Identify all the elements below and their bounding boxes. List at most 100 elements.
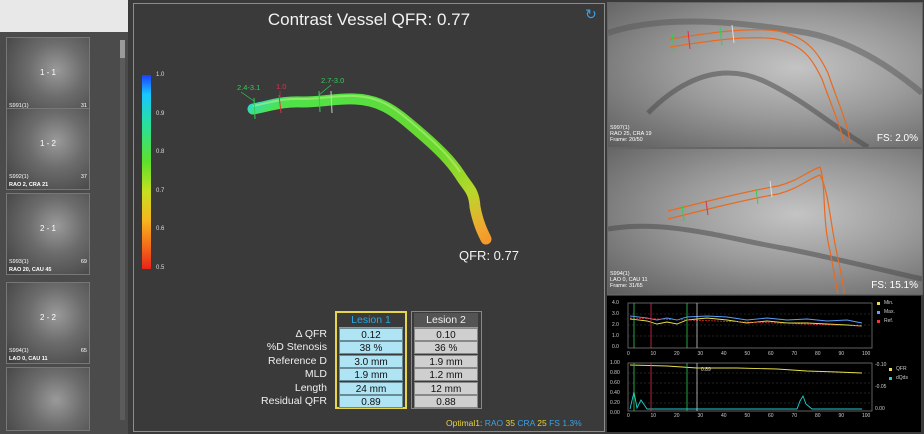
thumbnail-image [7, 194, 89, 274]
lesion1-header[interactable]: Lesion 1 [339, 313, 403, 328]
lesion2-cell: 1.9 mm [414, 354, 478, 368]
plot1-xtick: 30 [697, 351, 704, 357]
thumbnail-2[interactable]: 1 - 2 S992(1) 37 RAO 2, CRA 21 [6, 108, 90, 190]
optimal-fs: FS 1.3% [549, 418, 582, 428]
plot1-xtick: 60 [768, 351, 774, 357]
lesion2-header[interactable]: Lesion 2 [414, 313, 478, 328]
lesion1-cell: 3.0 mm [339, 354, 403, 368]
plot1-xtick: 90 [838, 351, 845, 357]
plot2-ytick-right: 0.00 [875, 406, 885, 412]
plot1-xtick: 40 [721, 351, 727, 357]
optimal-cra-label: CRA [517, 418, 535, 428]
plot2-ytick-left: 1.00 [610, 360, 620, 366]
plot1-xtick: 10 [650, 351, 657, 357]
view1-angle: RAO 25, CRA 19 [610, 131, 652, 137]
annotation-label-1: 2.4-3.1 [237, 83, 260, 92]
refresh-icon[interactable]: ↻ [585, 6, 597, 22]
plot2-legend-swatch [889, 368, 892, 371]
lesion-marker-proximal [253, 97, 256, 120]
plot2-xtick: 100 [862, 413, 871, 419]
plot1-xtick: 50 [744, 351, 751, 357]
view2-angle: LAO 0, CAU 11 [610, 277, 648, 283]
optimal-rao: 35 [505, 418, 516, 428]
optimal-projection: Optimal1: RAO 35 CRA 25 FS 1.3% [446, 418, 582, 428]
colorbar-tick: 0.9 [156, 110, 165, 117]
thumbnail-number: 1 - 2 [39, 139, 56, 148]
plot1-xtick: 0 [627, 351, 630, 357]
plot2-xtick: 90 [838, 413, 845, 419]
plot2-xtick: 30 [697, 413, 704, 419]
plot1-xtick: 20 [674, 351, 680, 357]
plot2-xtick: 60 [768, 413, 774, 419]
lesion1-cell: 38 % [339, 341, 403, 355]
lesion1-cell: 0.89 [339, 395, 403, 408]
plot1-legend-swatch [877, 320, 880, 323]
lesion2-cell: 12 mm [414, 381, 478, 395]
table-row-label: MLD [304, 368, 327, 381]
thumbnail-scrollbar[interactable] [120, 40, 125, 420]
plot1-xtick: 100 [862, 351, 871, 357]
lesion2-cell: 0.10 [414, 328, 478, 341]
thumbnail-3[interactable]: 2 - 1 S993(1) 69 RAO 20, CAU 45 [6, 193, 90, 275]
plot2-xtick: 20 [674, 413, 680, 419]
table-row-label: Δ QFR [295, 328, 327, 340]
thumbnail-id: S992(1) [9, 174, 29, 180]
plot1-legend-label: Min. [884, 300, 894, 306]
qfr-end-label: QFR: 0.77 [459, 248, 519, 263]
annotation-label-3: 2.7-3.0 [321, 76, 344, 85]
lesion1-column[interactable] [335, 311, 407, 409]
plot2-ytick-left: 0.40 [610, 390, 620, 396]
view1-fs: FS: 2.0% [876, 133, 918, 144]
plot1-xtick: 70 [791, 351, 798, 357]
plot1-legend-label: Max. [884, 309, 895, 315]
table-row-label: Residual QFR [261, 395, 327, 407]
lesion1-cell: 24 mm [339, 381, 403, 395]
plot2-xtick: 80 [815, 413, 821, 419]
thumbnail-4[interactable]: 2 - 2 S994(1) 65 LAO 0, CAU 11 [6, 282, 90, 364]
lesion2-column[interactable] [411, 311, 482, 409]
angiogram-view-1[interactable]: S997(1) RAO 25, CRA 19 Frame: 20/50 FS: … [607, 2, 923, 148]
plot2-ytick-left: 0.80 [610, 370, 620, 376]
optimal-rao-label: RAO [484, 418, 504, 428]
plot1-xtick: 80 [815, 351, 821, 357]
lesion2-cell: 1.2 mm [414, 368, 478, 382]
plot2-xtick: 0 [627, 413, 630, 419]
diameter-and-qfr-plots [627, 302, 873, 412]
thumbnail-panel-header [0, 0, 128, 32]
lesion2-cell: 0.88 [414, 395, 478, 408]
thumbnail-count: 69 [80, 259, 87, 265]
lesion1-cell: 0.12 [339, 328, 403, 341]
thumbnail-number: 1 - 1 [39, 68, 56, 77]
thumbnail-image [7, 283, 89, 363]
table-row-label: Reference D [268, 354, 327, 367]
plot2-ytick-right: -0.05 [875, 384, 887, 390]
colorbar-tick: 0.5 [156, 264, 165, 271]
table-row-label: %D Stenosis [266, 341, 327, 354]
plot1-ytick: 3.0 [612, 311, 619, 317]
thumbnail-angle: RAO 20, CAU 45 [9, 267, 52, 273]
qfr-colorbar [142, 75, 151, 269]
plot2-ytick-right: -0.10 [875, 362, 887, 368]
colorbar-tick: 0.7 [156, 187, 165, 194]
thumbnail-id: S991(1) [9, 103, 29, 109]
colorbar-tick: 0.8 [156, 149, 165, 155]
thumbnail-5[interactable] [6, 367, 90, 431]
angiogram-view-2[interactable]: S994(1) LAO 0, CAU 11 Frame: 31/65 FS: 1… [607, 148, 923, 295]
table-row-label: Length [294, 381, 327, 394]
thumbnail-number: 2 - 2 [39, 313, 56, 322]
colorbar-tick: 1.0 [156, 72, 165, 78]
plot2-legend-swatch [889, 377, 892, 380]
thumbnail-id: S993(1) [9, 259, 29, 265]
view2-frame: Frame: 31/65 [610, 283, 643, 289]
thumbnail-angle: LAO 0, CAU 11 [9, 356, 48, 362]
annotation-label-2: 1.0 [276, 82, 286, 91]
lesion1-cell: 1.9 mm [339, 368, 403, 382]
colorbar-tick: 0.6 [156, 226, 165, 232]
plot2-legend-label: QFR [896, 366, 907, 372]
thumbnail-scrollbar-thumb[interactable] [120, 40, 125, 58]
optimal-prefix: Optimal1: [446, 418, 483, 428]
optimal-cra: 25 [537, 418, 547, 428]
thumbnail-image [7, 38, 89, 118]
view2-id: S994(1) [610, 271, 630, 277]
